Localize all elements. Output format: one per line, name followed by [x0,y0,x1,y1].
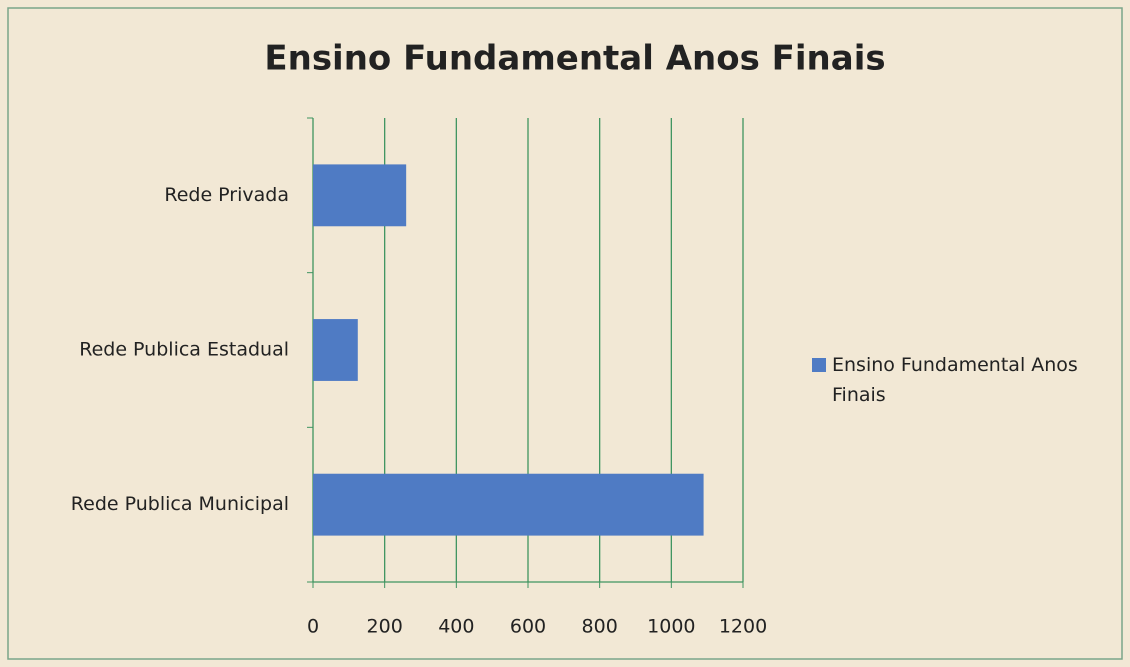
legend-label: Ensino Fundamental Anos Finais [832,354,1078,406]
x-tick-label: 1000 [647,616,695,638]
x-tick-label: 1200 [719,616,767,638]
x-tick-label: 200 [367,616,403,638]
x-tick-label: 600 [510,616,546,638]
x-tick-label: 800 [582,616,618,638]
legend: Ensino Fundamental Anos Finais [812,350,1122,410]
legend-swatch [812,358,826,372]
chart-border [7,7,1123,660]
x-tick-label: 0 [307,616,319,638]
bar [313,473,704,536]
y-tick-label: Rede Publica Municipal [71,493,289,515]
bar [313,164,407,227]
bar [313,319,358,381]
y-tick-label: Rede Publica Estadual [79,339,289,361]
chart-title: Ensino Fundamental Anos Finais [264,39,885,79]
x-tick-label: 400 [438,616,474,638]
y-tick-label: Rede Privada [164,184,289,206]
